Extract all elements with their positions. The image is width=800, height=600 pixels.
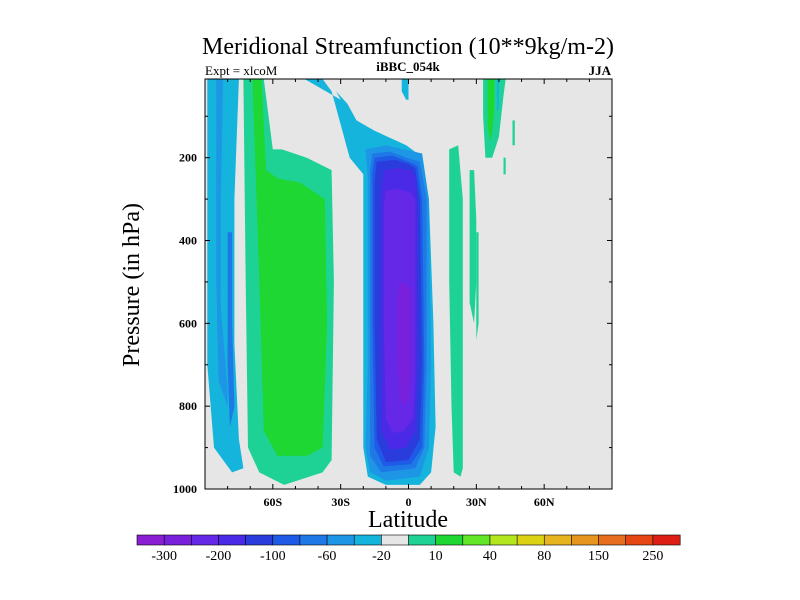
contour-region-sh-outer-cell-blue <box>216 79 228 407</box>
colorbar-label: -300 <box>151 549 177 564</box>
contour-region-nh-tropical-green-right <box>469 170 477 324</box>
x-axis-ticks: 60S 30S 0 30N 60N <box>227 79 590 509</box>
contour-region-nh-small-blob <box>512 120 515 146</box>
contour-region-nh-tropical-cyan-streak <box>401 79 409 100</box>
colorbar-swatch <box>408 534 437 546</box>
colorbar-swatch <box>299 534 328 546</box>
colorbar-swatch <box>435 534 464 546</box>
plot-area: 60S 30S 0 30N 60N 200 400 600 800 1000 <box>173 78 613 509</box>
colorbar-labels: -300 -200 -100 -60 -20 10 40 80 150 250 <box>151 549 663 564</box>
y-tick-label: 200 <box>179 151 197 165</box>
colorbar <box>136 534 681 546</box>
y-tick-label: 1000 <box>173 482 197 496</box>
colorbar-swatch <box>353 534 382 546</box>
colorbar-swatch <box>652 534 681 546</box>
colorbar-swatch <box>191 534 219 546</box>
colorbar-swatch <box>136 534 165 546</box>
colorbar-label: 80 <box>537 549 551 564</box>
colorbar-label: -20 <box>372 549 391 564</box>
colorbar-label: 40 <box>483 549 497 564</box>
colorbar-swatch <box>516 534 545 546</box>
contour-region-hadley-core-violet <box>397 281 411 407</box>
y-axis-ticks: 200 400 600 800 1000 <box>173 115 612 496</box>
colorbar-label: 150 <box>588 549 609 564</box>
colorbar-label: 250 <box>642 549 663 564</box>
y-tick-label: 400 <box>179 234 197 248</box>
colorbar-swatch <box>625 534 654 546</box>
colorbar-swatch <box>326 534 355 546</box>
chart-title: Meridional Streamfunction (10**9kg/m-2) <box>202 34 614 60</box>
colorbar-swatch <box>272 534 301 546</box>
colorbar-swatch <box>381 534 410 546</box>
case-label: iBBC_054k <box>376 59 440 74</box>
contour-region-nh-upper-green-core <box>487 79 495 142</box>
contour-fills <box>207 79 515 485</box>
contour-region-sh-outer-cell-darkblue <box>227 232 235 427</box>
colorbar-swatch <box>489 534 518 546</box>
x-tick-label: 30N <box>466 495 487 509</box>
x-tick-label: 60N <box>534 495 555 509</box>
contour-region-sh-midlat-cell-green <box>252 79 328 456</box>
colorbar-swatch <box>245 534 274 546</box>
colorbar-label: -60 <box>318 549 337 564</box>
colorbar-label: -200 <box>206 549 232 564</box>
contour-region-nh-thin-streak <box>476 232 479 340</box>
colorbar-swatch <box>163 534 192 546</box>
contour-region-nh-tropical-green-left <box>449 145 463 477</box>
contour-region-nh-upper-cyan-sliver <box>496 79 499 113</box>
colorbar-label: 10 <box>429 549 443 564</box>
y-axis-label: Pressure (in hPa) <box>119 203 145 367</box>
y-tick-label: 600 <box>179 316 197 330</box>
contour-region-nh-small-blob-2 <box>503 157 506 175</box>
season-label: JJA <box>589 63 612 78</box>
colorbar-swatch <box>543 534 572 546</box>
x-tick-label: 60S <box>263 495 282 509</box>
colorbar-swatch <box>218 534 247 546</box>
colorbar-swatch <box>571 534 600 546</box>
y-tick-label: 800 <box>179 399 197 413</box>
colorbar-swatch <box>462 534 491 546</box>
x-tick-label: 30S <box>331 495 350 509</box>
colorbar-label: -100 <box>260 549 286 564</box>
x-tick-label: 0 <box>406 495 412 509</box>
x-axis-label: Latitude <box>368 507 448 533</box>
colorbar-swatch <box>598 534 627 546</box>
experiment-label: Expt = xlcoM <box>205 63 278 78</box>
